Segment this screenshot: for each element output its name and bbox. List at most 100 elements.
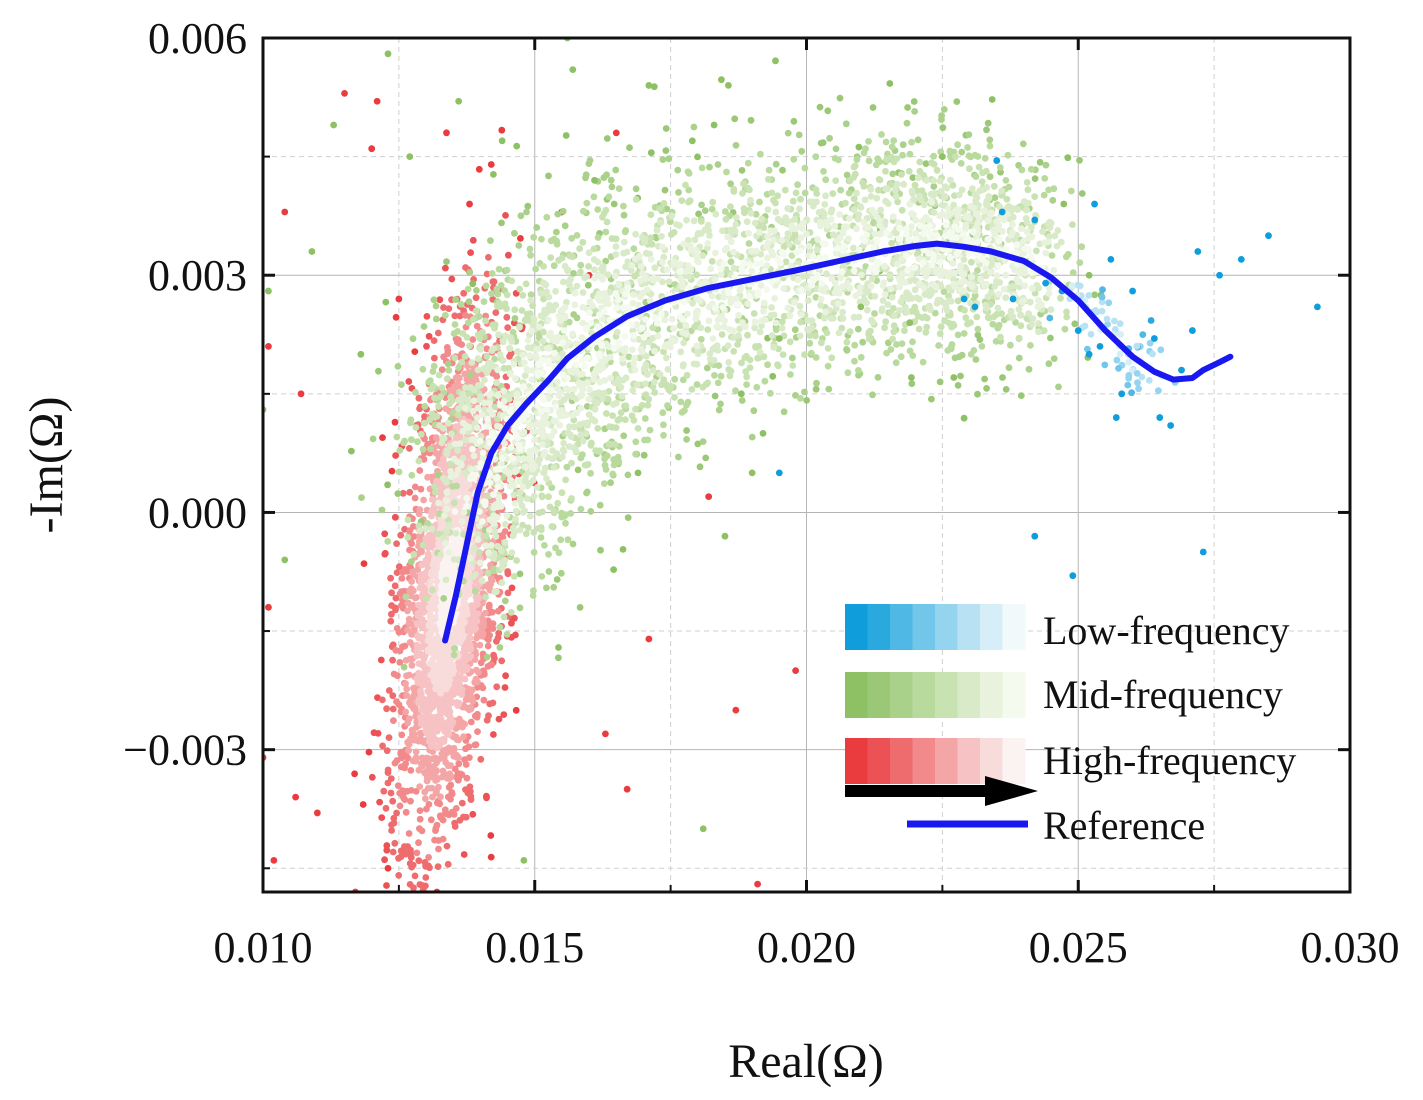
- scatter-point: [765, 166, 773, 174]
- scatter-point: [865, 138, 872, 145]
- scatter-point: [653, 226, 661, 234]
- scatter-point: [974, 390, 981, 398]
- scatter-point: [510, 491, 518, 499]
- scatter-point: [751, 219, 759, 227]
- scatter-point: [889, 170, 897, 178]
- scatter-point: [440, 304, 447, 311]
- scatter-point: [405, 830, 413, 837]
- scatter-point: [440, 653, 447, 661]
- scatter-point: [447, 748, 455, 756]
- scatter-point: [487, 853, 495, 861]
- scatter-point: [1035, 328, 1042, 336]
- scatter-point: [416, 729, 424, 737]
- scatter-point: [443, 375, 451, 383]
- scatter-point: [498, 657, 506, 665]
- scatter-point: [888, 293, 896, 301]
- scatter-point: [564, 536, 572, 544]
- scatter-point: [855, 143, 863, 151]
- scatter-point: [409, 730, 416, 738]
- scatter-point: [457, 300, 465, 308]
- scatter-point: [641, 415, 649, 422]
- scatter-point: [964, 320, 971, 328]
- scatter-point: [1039, 228, 1046, 236]
- scatter-point: [395, 563, 403, 571]
- scatter-outlier: [515, 897, 522, 904]
- scatter-point: [900, 180, 908, 188]
- scatter-point: [952, 153, 959, 161]
- scatter-point: [453, 699, 461, 706]
- scatter-point: [508, 619, 515, 627]
- scatter-point: [991, 282, 999, 290]
- scatter-point: [482, 282, 490, 290]
- scatter-point: [415, 394, 423, 402]
- scatter-point: [558, 489, 566, 497]
- scatter-point: [471, 587, 479, 595]
- scatter-point: [638, 401, 646, 409]
- scatter-point: [820, 168, 827, 175]
- scatter-point: [487, 237, 494, 245]
- scatter-point: [456, 383, 463, 390]
- scatter-point: [413, 647, 420, 655]
- scatter-point: [415, 696, 423, 703]
- scatter-point: [790, 155, 798, 163]
- scatter-point: [454, 447, 461, 454]
- scatter-point: [414, 632, 422, 640]
- scatter-point: [947, 345, 955, 353]
- scatter-point: [683, 216, 690, 224]
- scatter-point: [382, 951, 389, 958]
- scatter-point: [646, 426, 654, 434]
- scatter-point: [825, 385, 833, 393]
- scatter-point: [557, 536, 565, 544]
- scatter-point: [474, 355, 482, 362]
- scatter-point: [823, 329, 831, 337]
- scatter-point: [415, 857, 423, 865]
- scatter-point: [522, 280, 530, 288]
- scatter-point: [789, 354, 796, 362]
- scatter-point: [438, 366, 446, 374]
- scatter-point: [774, 361, 781, 368]
- scatter-point: [590, 193, 598, 201]
- scatter-point: [587, 469, 594, 477]
- scatter-point: [826, 134, 833, 142]
- scatter-outlier: [384, 864, 392, 872]
- scatter-point: [610, 566, 617, 573]
- scatter-point: [512, 706, 520, 714]
- scatter-point: [490, 731, 497, 738]
- scatter-point: [414, 566, 421, 574]
- scatter-point: [393, 433, 401, 441]
- scatter-point: [530, 315, 538, 323]
- scatter-point: [903, 289, 911, 297]
- scatter-point: [974, 153, 982, 160]
- scatter-point: [957, 372, 964, 380]
- scatter-point: [465, 706, 473, 714]
- scatter-point: [718, 331, 726, 338]
- scatter-point: [1040, 327, 1048, 334]
- scatter-point: [890, 305, 897, 312]
- scatter-point: [426, 768, 434, 776]
- scatter-point: [498, 126, 506, 134]
- scatter-point: [620, 211, 628, 219]
- scatter-point: [547, 254, 555, 261]
- scatter-point: [469, 573, 477, 581]
- scatter-point: [915, 325, 923, 333]
- scatter-point: [405, 620, 413, 627]
- scatter-point: [489, 321, 497, 329]
- scatter-point: [441, 749, 449, 757]
- scatter-point: [827, 314, 835, 322]
- scatter-point: [702, 454, 710, 462]
- scatter-point: [410, 523, 417, 530]
- scatter-point: [1017, 311, 1024, 319]
- scatter-point: [600, 480, 608, 487]
- scatter-point: [431, 354, 438, 362]
- scatter-point: [471, 620, 478, 628]
- scatter-point: [401, 566, 409, 573]
- scatter-point: [662, 147, 670, 155]
- scatter-point: [425, 854, 432, 861]
- scatter-point: [489, 625, 497, 632]
- scatter-point: [985, 314, 993, 322]
- scatter-point: [451, 548, 459, 556]
- scatter-point: [844, 369, 852, 377]
- scatter-point: [685, 170, 693, 177]
- scatter-point: [392, 452, 399, 459]
- scatter-point: [517, 235, 524, 242]
